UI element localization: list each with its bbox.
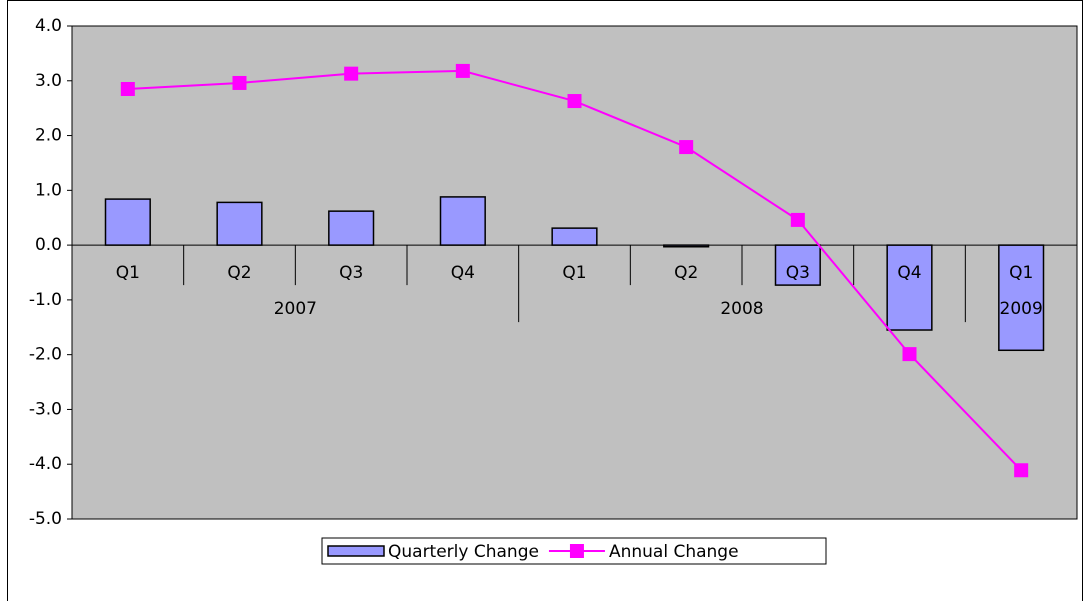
marker xyxy=(1014,463,1029,478)
x-tick-label: Q3 xyxy=(786,263,810,283)
y-tick-label: -5.0 xyxy=(29,509,62,529)
x-tick-label: Q1 xyxy=(116,263,140,283)
x-group-label: 2007 xyxy=(274,299,317,319)
y-tick-label: 1.0 xyxy=(35,180,62,200)
bar xyxy=(216,201,263,246)
marker xyxy=(567,94,582,109)
marker xyxy=(679,140,694,155)
x-group-label: 2008 xyxy=(720,299,763,319)
bar xyxy=(551,227,598,246)
marker xyxy=(344,66,359,81)
marker xyxy=(790,212,805,227)
legend-label: Quarterly Change xyxy=(388,542,539,562)
x-group-label: 2009 xyxy=(1000,299,1043,319)
bar xyxy=(886,244,933,331)
marker xyxy=(120,81,135,96)
bar xyxy=(328,210,375,246)
marker xyxy=(455,63,470,78)
bar xyxy=(439,196,486,246)
x-tick-label: Q1 xyxy=(562,263,586,283)
legend-swatch xyxy=(327,545,385,557)
marker xyxy=(902,347,917,362)
y-tick-label: -4.0 xyxy=(29,454,62,474)
y-tick-label: -1.0 xyxy=(29,290,62,310)
legend-label: Annual Change xyxy=(609,542,739,562)
x-tick-label: Q1 xyxy=(1009,263,1033,283)
x-tick-label: Q3 xyxy=(339,263,363,283)
x-tick-label: Q4 xyxy=(451,263,475,283)
y-tick-label: 2.0 xyxy=(35,126,62,146)
marker xyxy=(232,75,247,90)
x-tick-label: Q4 xyxy=(897,263,921,283)
x-tick-label: Q2 xyxy=(227,263,251,283)
y-tick-label: 0.0 xyxy=(35,235,62,255)
y-tick-label: -2.0 xyxy=(29,345,62,365)
y-tick-label: 3.0 xyxy=(35,71,62,91)
x-tick-label: Q2 xyxy=(674,263,698,283)
bar xyxy=(104,198,151,246)
bar xyxy=(774,244,821,286)
legend-marker xyxy=(569,544,584,558)
bar xyxy=(998,244,1045,352)
y-tick-label: 4.0 xyxy=(35,16,62,36)
y-tick-label: -3.0 xyxy=(29,399,62,419)
